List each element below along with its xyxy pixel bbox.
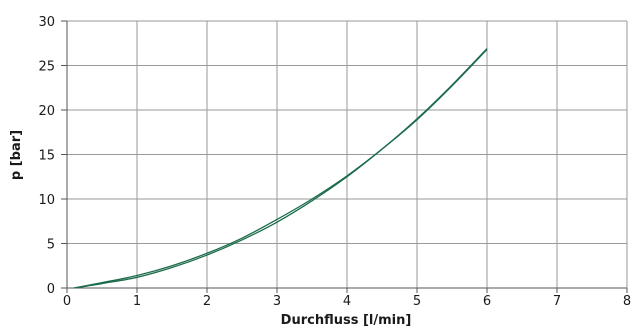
series-line-2 <box>73 49 488 289</box>
x-tick-label-3: 3 <box>273 294 281 309</box>
grid <box>67 20 628 288</box>
y-tick-label-20: 20 <box>38 104 55 119</box>
x-tick-label-8: 8 <box>623 294 631 309</box>
y-axis-label: p [bar] <box>9 130 24 180</box>
y-tick-label-25: 25 <box>38 60 55 75</box>
axes <box>61 20 628 293</box>
y-tick-label-30: 30 <box>38 15 55 30</box>
series-group <box>73 48 488 289</box>
x-tick-label-4: 4 <box>343 294 351 309</box>
x-tick-label-1: 1 <box>133 294 141 309</box>
y-tick-label-10: 10 <box>38 193 55 208</box>
x-tick-label-6: 6 <box>483 294 491 309</box>
y-tick-label-15: 15 <box>38 149 55 164</box>
x-tick-label-7: 7 <box>553 294 561 309</box>
y-tick-label-5: 5 <box>47 238 55 253</box>
x-tick-label-2: 2 <box>203 294 211 309</box>
x-tick-label-5: 5 <box>413 294 421 309</box>
x-tick-label-0: 0 <box>63 294 71 309</box>
tick-labels: 0 1 2 3 4 5 6 7 8 0 5 10 15 20 25 30 <box>38 15 631 309</box>
y-tick-label-0: 0 <box>47 282 55 297</box>
x-axis-label: Durchfluss [l/min] <box>281 313 412 327</box>
series-line-1 <box>73 48 488 289</box>
